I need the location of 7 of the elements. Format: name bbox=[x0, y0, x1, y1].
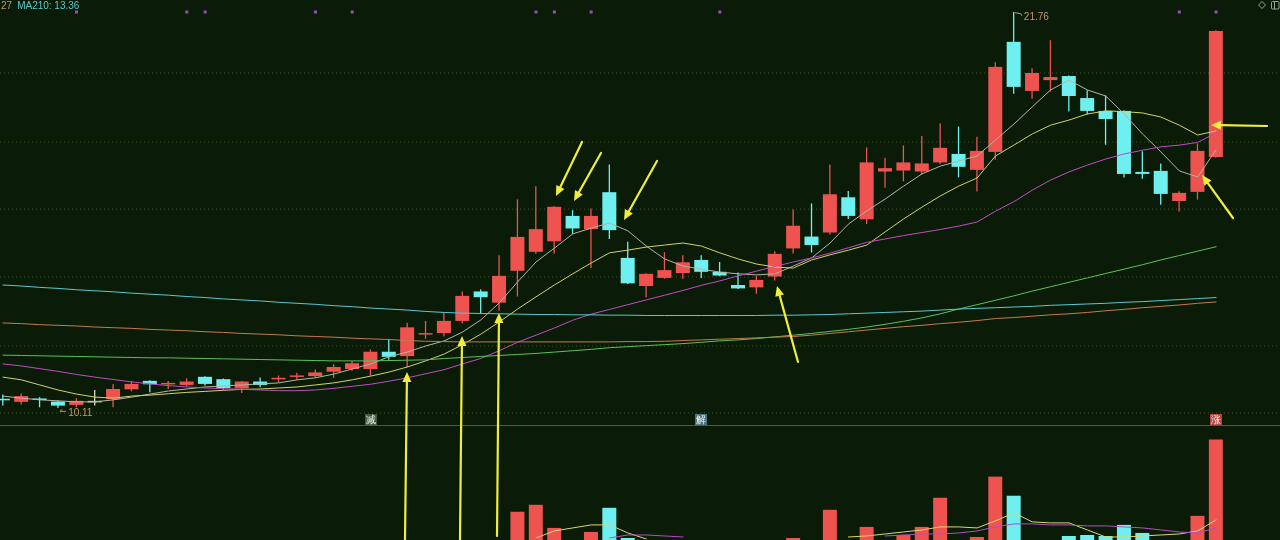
text: 27 bbox=[1, 0, 13, 12]
annotation: 21.76 bbox=[1023, 11, 1050, 23]
text: 涨 bbox=[1210, 414, 1223, 426]
text: 解 bbox=[695, 414, 708, 426]
annotation: 10.11 bbox=[68, 406, 93, 418]
text: 减 bbox=[364, 414, 377, 426]
text: MA210: 13.36 bbox=[17, 0, 80, 12]
